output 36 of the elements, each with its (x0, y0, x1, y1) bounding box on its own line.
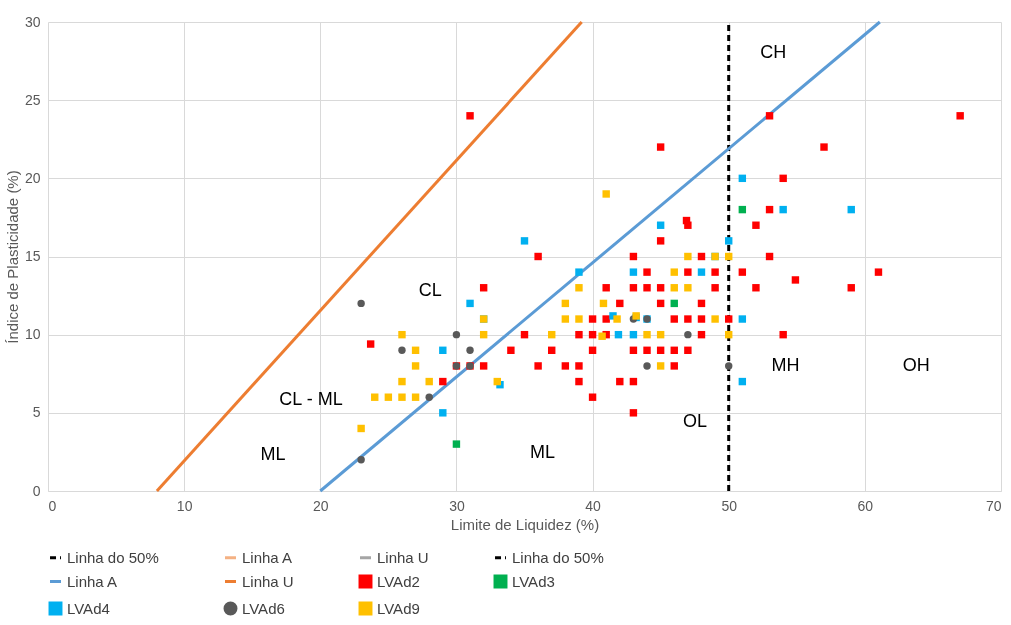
legend-label: LVAd6 (242, 599, 285, 617)
y-tick-label: 0 (32, 482, 41, 499)
y-tick-label: 5 (32, 404, 41, 421)
x-tick-label: 10 (176, 497, 193, 514)
annotation: MH (771, 354, 800, 375)
y-axis-title: Índice de Plasticidade (%) (3, 170, 21, 344)
x-tick-label: 70 (985, 497, 1002, 514)
x-tick-label: 30 (449, 497, 465, 514)
annotation: ML (530, 442, 556, 463)
y-tick-label: 15 (24, 248, 41, 264)
y-tick-label: 30 (24, 13, 41, 30)
annotation: CL (418, 279, 442, 300)
legend-label: LVAd3 (512, 572, 555, 590)
y-tick-label: 20 (24, 169, 41, 186)
y-tick-label: 25 (24, 91, 41, 108)
x-tick-label: 0 (48, 497, 57, 514)
annotation: CH (760, 42, 787, 63)
x-tick-label: 50 (721, 497, 738, 514)
legend-label: Linha do 50% (512, 548, 604, 566)
legend-label: LVAd2 (377, 572, 420, 590)
annotation: CL - ML (279, 389, 343, 410)
x-tick-label: 40 (585, 497, 602, 514)
annotation: OH (902, 354, 930, 375)
annotation: OL (683, 411, 708, 432)
legend-label: Linha U (377, 548, 429, 566)
legend-label: Linha A (67, 572, 118, 590)
annotation: ML (260, 443, 286, 464)
legend-label: Linha U (242, 572, 294, 590)
legend-label: LVAd4 (67, 599, 110, 617)
x-tick-label: 60 (857, 497, 874, 514)
legend-label: Linha do 50% (67, 548, 159, 566)
legend-label: Linha A (242, 548, 293, 566)
x-tick-label: 20 (313, 497, 329, 514)
x-axis-title: Limite de Liquidez (%) (450, 515, 600, 533)
y-tick-label: 10 (24, 326, 41, 343)
legend-label: LVAd9 (377, 599, 420, 617)
